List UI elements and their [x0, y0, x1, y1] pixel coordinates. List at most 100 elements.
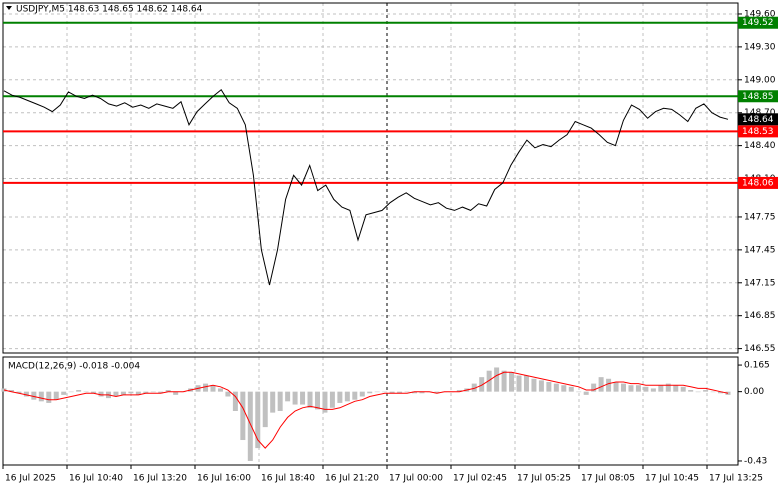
macd-bar [255, 391, 261, 449]
macd-title: MACD(12,26,9) -0.018 -0.004 [8, 362, 140, 372]
macd-bar [135, 391, 141, 395]
macd-bar [397, 391, 403, 394]
macd-bar [359, 391, 365, 397]
level-label-box [738, 176, 778, 189]
macd-bar [621, 383, 627, 392]
y-tick-label: 0.00 [744, 387, 764, 397]
macd-bar [277, 391, 283, 411]
x-tick-label: 17 Jul 10:45 [645, 474, 699, 484]
macd-bar [285, 391, 291, 402]
macd-bar [262, 391, 268, 428]
macd-bar [23, 391, 29, 397]
macd-bar [583, 391, 589, 395]
macd-bar [292, 391, 298, 405]
macd-bar [150, 391, 156, 393]
macd-bar [128, 391, 134, 394]
level-label: 148.53 [742, 127, 774, 137]
macd-bar [650, 388, 656, 392]
macd-bar [8, 390, 14, 392]
level-label-box [738, 125, 778, 138]
macd-bar [143, 391, 149, 394]
macd-bar [158, 391, 164, 394]
last-price-box [738, 113, 778, 126]
macd-bar [46, 391, 52, 403]
macd-bar [434, 391, 440, 394]
macd-bar [322, 391, 328, 413]
macd-bar [516, 375, 522, 392]
macd-bar [270, 391, 276, 413]
macd-bar [703, 390, 709, 392]
macd-bar [509, 372, 515, 392]
macd-bar [98, 391, 104, 397]
macd-bar [710, 391, 716, 393]
macd-bar [344, 391, 350, 402]
macd-bar [367, 391, 373, 394]
macd-bar [165, 390, 171, 392]
macd-bar [307, 391, 313, 408]
macd-bar [471, 383, 477, 392]
macd-bar [120, 391, 126, 395]
macd-bar [53, 391, 59, 400]
macd-bar [247, 391, 253, 461]
macd-bar [546, 381, 552, 392]
macd-bar [91, 391, 97, 394]
symbol-arrow [6, 6, 12, 10]
macd-bar [352, 391, 358, 400]
macd-bar [210, 385, 216, 392]
macd-bar [456, 390, 462, 392]
macd-bar [113, 391, 119, 397]
macd-bar [538, 380, 544, 392]
macd-bar [568, 386, 574, 392]
last-price-label: 148.64 [742, 115, 774, 125]
macd-bar [16, 391, 22, 394]
x-tick-label: 17 Jul 13:25 [709, 474, 763, 484]
x-tick-label: 16 Jul 18:40 [261, 474, 315, 484]
macd-panel [2, 356, 739, 466]
macd-bar [329, 391, 335, 408]
macd-bar [643, 386, 649, 392]
macd-bar [673, 385, 679, 392]
macd-bar [561, 385, 567, 392]
macd-bar [225, 391, 231, 397]
macd-bar [658, 385, 664, 392]
y-tick-label: 0.165 [744, 361, 770, 371]
macd-bar [576, 391, 582, 393]
y-tick-label: 148.70 [744, 108, 776, 118]
macd-bar [531, 378, 537, 392]
y-tick-label: 147.75 [744, 212, 776, 222]
macd-bar [598, 377, 604, 392]
macd-bar [38, 391, 44, 402]
level-label: 148.06 [742, 178, 774, 188]
y-tick-label: 148.40 [744, 141, 776, 151]
macd-bar [300, 391, 306, 405]
x-tick-label: 16 Jul 16:00 [197, 474, 251, 484]
macd-bar [613, 381, 619, 392]
y-tick-label: 149.30 [744, 42, 776, 52]
macd-bar [591, 383, 597, 392]
macd-bar [382, 391, 388, 393]
level-label: 149.52 [742, 18, 774, 28]
y-tick-label: 146.55 [744, 344, 776, 354]
macd-bar [83, 391, 89, 393]
macd-bar [479, 377, 485, 392]
x-tick-label: 17 Jul 02:45 [453, 474, 507, 484]
macd-bar [635, 385, 641, 392]
macd-bar [68, 391, 74, 393]
y-tick-label: 149.60 [744, 9, 776, 19]
macd-bar [412, 391, 418, 394]
macd-bar [173, 391, 179, 395]
macd-bar [688, 390, 694, 392]
y-tick-label: 146.85 [744, 311, 776, 321]
macd-bar [718, 391, 724, 394]
price-line [3, 88, 729, 286]
macd-bar [314, 391, 320, 410]
macd-bar [419, 391, 425, 394]
macd-bar [695, 391, 701, 393]
macd-bar [61, 391, 67, 395]
x-tick-label: 17 Jul 08:05 [581, 474, 635, 484]
y-tick-label: 147.15 [744, 278, 776, 288]
level-label-box [738, 90, 778, 103]
macd-bar [553, 383, 559, 392]
macd-bar [486, 370, 492, 392]
